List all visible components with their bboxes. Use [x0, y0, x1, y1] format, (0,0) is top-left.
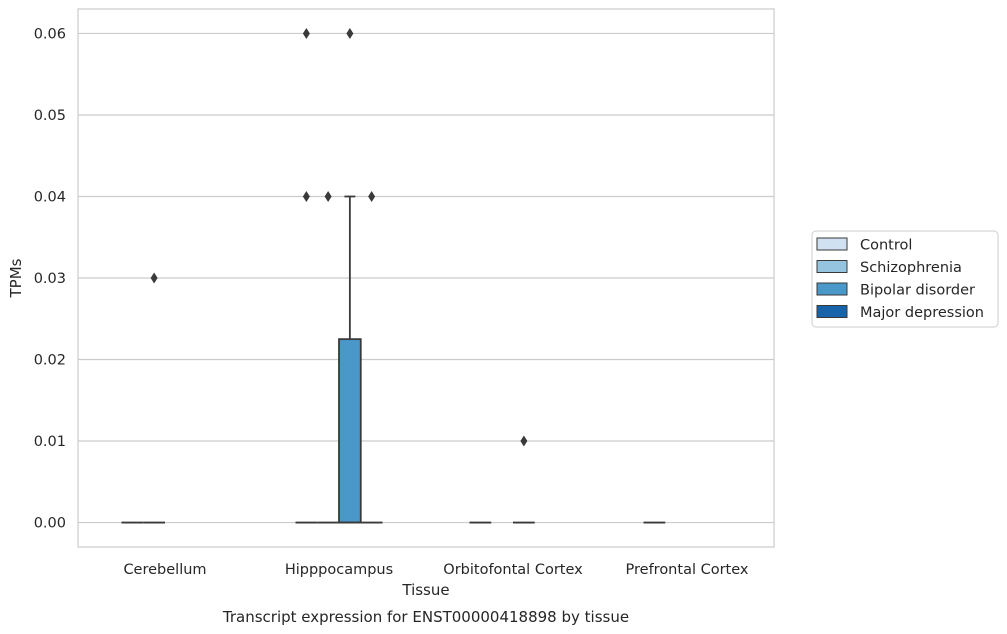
x-tick-label: Prefrontal Cortex [626, 562, 749, 578]
box-control [295, 27, 318, 524]
box-schizophrenia [317, 190, 339, 524]
legend-frame [811, 230, 999, 328]
outlier-point [302, 27, 310, 39]
x-tick-labels: Cerebellum Hipppocampus Orbitofontal Corte… [123, 562, 748, 578]
y-tick-label: 0.04 [34, 189, 66, 205]
box-schizophrenia [143, 272, 165, 524]
x-tick-label: Orbitofontal Cortex [443, 562, 583, 578]
chart-caption: Transcript expression for ENST0000041889… [222, 608, 629, 626]
box-body [338, 338, 362, 524]
legend-swatch [816, 260, 848, 273]
outlier-point [368, 190, 376, 202]
y-tick-labels: 0.00 0.01 0.02 0.03 0.04 0.05 0.06 [34, 26, 66, 531]
box-bipolar-disorder [338, 27, 362, 524]
legend-swatch [816, 305, 848, 318]
y-tick-label: 0.06 [34, 26, 66, 42]
box-major-depression [360, 190, 383, 524]
y-tick-label: 0.02 [34, 353, 66, 369]
x-tick-label: Cerebellum [123, 562, 206, 578]
legend-swatch [816, 237, 848, 251]
legend: Control Schizophrenia Bipolar disorder Majo… [811, 230, 999, 328]
outlier-point [324, 190, 332, 202]
legend-entry: Control [860, 238, 912, 254]
outlier-point [346, 27, 354, 39]
y-tick-label: 0.01 [34, 434, 66, 450]
y-axis-label: TPMs [7, 258, 25, 298]
y-tick-label: 0.03 [34, 271, 66, 287]
outlier-point [302, 190, 310, 202]
outlier-point [520, 435, 528, 447]
x-tick-label: Hipppocampus [285, 562, 393, 578]
legend-entry: Major depression [860, 305, 984, 321]
outlier-point [150, 272, 158, 284]
box-bipolar-disorder [513, 435, 535, 524]
legend-entry: Bipolar disorder [860, 283, 975, 299]
y-tick-label: 0.00 [34, 516, 66, 532]
y-gridlines [78, 32, 774, 524]
plot-frame [77, 8, 775, 548]
x-axis-label: Tissue [401, 581, 449, 599]
legend-entry: Schizophrenia [860, 260, 962, 276]
legend-swatch [816, 282, 848, 296]
y-tick-label: 0.05 [34, 108, 66, 124]
box-series [121, 27, 666, 524]
